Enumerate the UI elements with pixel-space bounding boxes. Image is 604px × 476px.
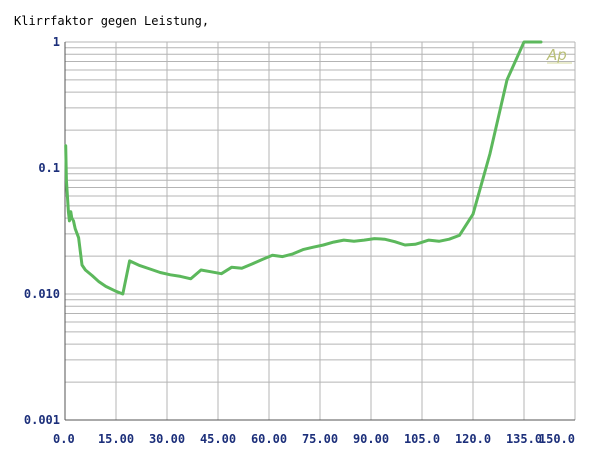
series-group xyxy=(64,40,543,296)
axes xyxy=(64,42,575,421)
x-tick-label: 75.00 xyxy=(302,432,338,446)
x-tick-label: 0.0 xyxy=(53,432,75,446)
x-tick-label: 60.00 xyxy=(251,432,287,446)
x-tick-label: 105.0 xyxy=(404,432,440,446)
ap-logo: Ap xyxy=(546,46,567,64)
y-tick-label: 0.001 xyxy=(24,413,60,427)
chart-title: Klirrfaktor gegen Leistung, xyxy=(14,14,209,28)
x-tick-label: 135.0 xyxy=(506,432,542,446)
grid xyxy=(65,41,576,421)
x-tick-label: 90.00 xyxy=(353,432,389,446)
x-tick-label: 15.00 xyxy=(98,432,134,446)
x-tick-labels: 0.0 15.00 30.00 45.00 60.00 75.00 90.00 105.0 12… xyxy=(53,432,575,446)
x-tick-label: 120.0 xyxy=(455,432,491,446)
y-tick-label: 0.010 xyxy=(24,287,60,301)
x-tick-label: 150.0 xyxy=(539,432,575,446)
y-tick-label: 0.1 xyxy=(38,161,60,175)
x-tick-label: 45.00 xyxy=(200,432,236,446)
y-tick-labels: 1 0.1 0.010 0.001 xyxy=(24,35,60,427)
x-tick-label: 30.00 xyxy=(149,432,185,446)
y-tick-label: 1 xyxy=(53,35,60,49)
thd-curve xyxy=(64,40,543,296)
